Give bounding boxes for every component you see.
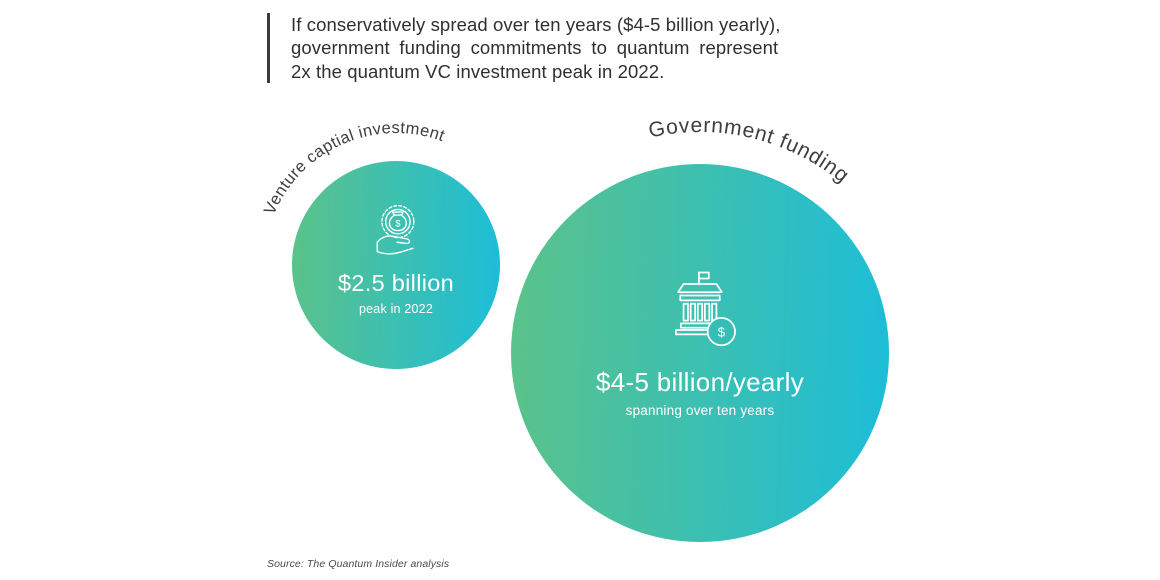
vc-value-label: $2.5 billion xyxy=(338,270,454,296)
headline-line-3: 2x the quantum VC investment peak in 202… xyxy=(291,60,665,82)
headline-block: If conservatively spread over ten years … xyxy=(267,13,781,84)
gov-value-label: $4-5 billion/yearly xyxy=(595,367,805,397)
building-column xyxy=(689,302,696,322)
vc-investment-bubble: $ $2.5 billion peak in 2022 xyxy=(292,161,500,369)
headline-line-1: If conservatively spread over ten years … xyxy=(291,14,781,35)
headline-line-2: government funding commitments to quantu… xyxy=(291,37,779,59)
vc-detail-label: peak in 2022 xyxy=(359,302,433,316)
building-architrave xyxy=(679,294,721,302)
hand-fingers xyxy=(376,235,411,245)
money-in-hand-icon: $ xyxy=(376,204,415,255)
dollar-coin-icon xyxy=(706,317,736,347)
building-pediment xyxy=(677,283,723,294)
flag xyxy=(698,271,710,280)
source-note: Source: The Quantum Insider analysis xyxy=(267,558,450,570)
building-column xyxy=(682,302,689,322)
gov-detail-label: spanning over ten years xyxy=(625,403,775,418)
government-building-coin-icon: $ xyxy=(675,271,736,347)
seal-inner-ring xyxy=(384,208,411,235)
building-column xyxy=(704,302,711,322)
money-bag-dollar-glyph: $ xyxy=(395,218,401,228)
hand-palm xyxy=(376,241,414,255)
money-bag xyxy=(388,214,408,232)
building-column xyxy=(696,302,704,322)
government-funding-bubble: $ $4-5 billion/yearly spanning over ten … xyxy=(511,164,889,542)
money-bag-knot xyxy=(392,211,404,216)
coin-dollar-glyph: $ xyxy=(718,325,726,340)
building-column xyxy=(711,302,718,322)
